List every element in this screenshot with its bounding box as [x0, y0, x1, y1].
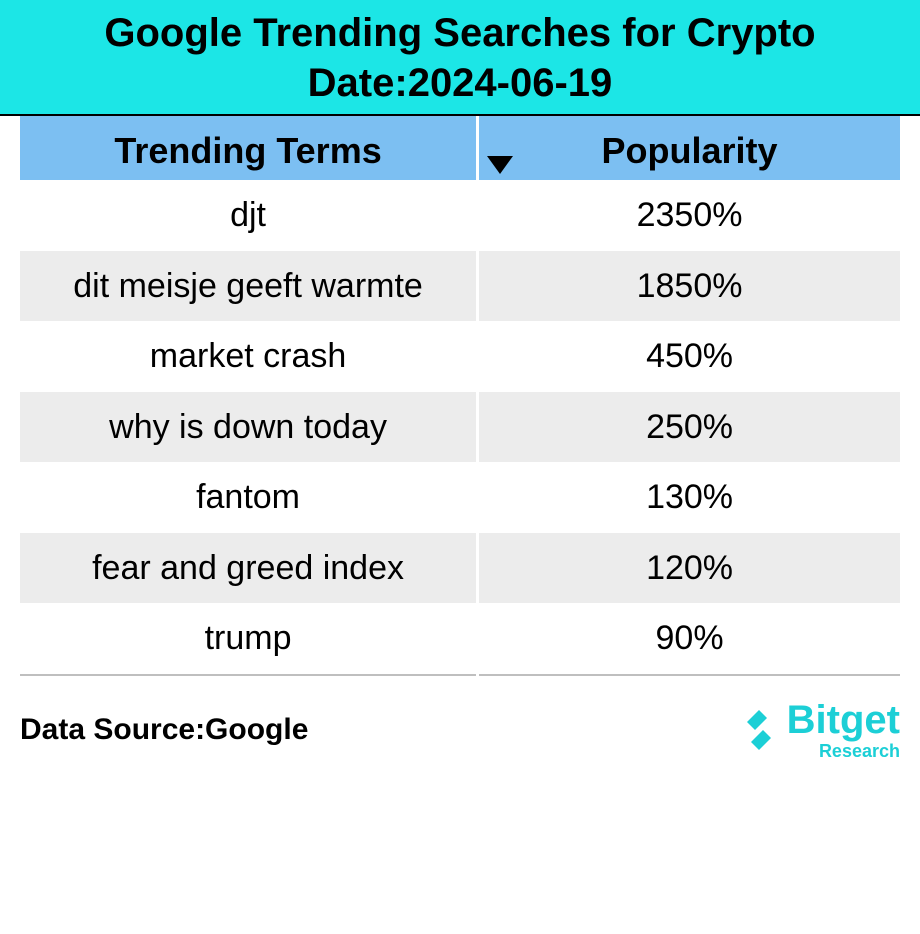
cell-term: why is down today [20, 392, 478, 463]
cell-term: fantom [20, 462, 478, 533]
cell-term: market crash [20, 321, 478, 392]
col-header-label: Popularity [602, 130, 778, 171]
title-banner: Google Trending Searches for Crypto Date… [0, 0, 920, 116]
table-row: fear and greed index 120% [20, 533, 900, 604]
trending-table-wrap: Trending Terms Popularity djt 2350% dit … [0, 116, 920, 676]
data-source-label: Data Source:Google [20, 713, 308, 747]
table-row: trump 90% [20, 603, 900, 675]
table-row: market crash 450% [20, 321, 900, 392]
trending-table: Trending Terms Popularity djt 2350% dit … [20, 116, 900, 676]
logo-name: Bitget [787, 700, 900, 740]
col-header-popularity[interactable]: Popularity [478, 116, 900, 180]
cell-term: dit meisje geeft warmte [20, 251, 478, 322]
cell-popularity: 2350% [478, 180, 900, 251]
col-header-trending-terms[interactable]: Trending Terms [20, 116, 478, 180]
title-line-1: Google Trending Searches for Crypto [10, 8, 910, 58]
cell-popularity: 90% [478, 603, 900, 675]
cell-term: fear and greed index [20, 533, 478, 604]
table-row: dit meisje geeft warmte 1850% [20, 251, 900, 322]
table-row: djt 2350% [20, 180, 900, 251]
table-header-row: Trending Terms Popularity [20, 116, 900, 180]
table-row: fantom 130% [20, 462, 900, 533]
cell-popularity: 450% [478, 321, 900, 392]
sort-descending-icon [487, 156, 513, 174]
col-header-label: Trending Terms [114, 130, 381, 171]
cell-popularity: 1850% [478, 251, 900, 322]
footer: Data Source:Google Bitget Research [0, 676, 920, 760]
cell-popularity: 130% [478, 462, 900, 533]
bitget-logo-icon [737, 708, 781, 752]
table-row: why is down today 250% [20, 392, 900, 463]
cell-popularity: 250% [478, 392, 900, 463]
cell-term: djt [20, 180, 478, 251]
logo-subtitle: Research [819, 742, 900, 760]
cell-popularity: 120% [478, 533, 900, 604]
cell-term: trump [20, 603, 478, 675]
bitget-research-logo: Bitget Research [737, 700, 900, 760]
title-line-2: Date:2024-06-19 [10, 58, 910, 108]
